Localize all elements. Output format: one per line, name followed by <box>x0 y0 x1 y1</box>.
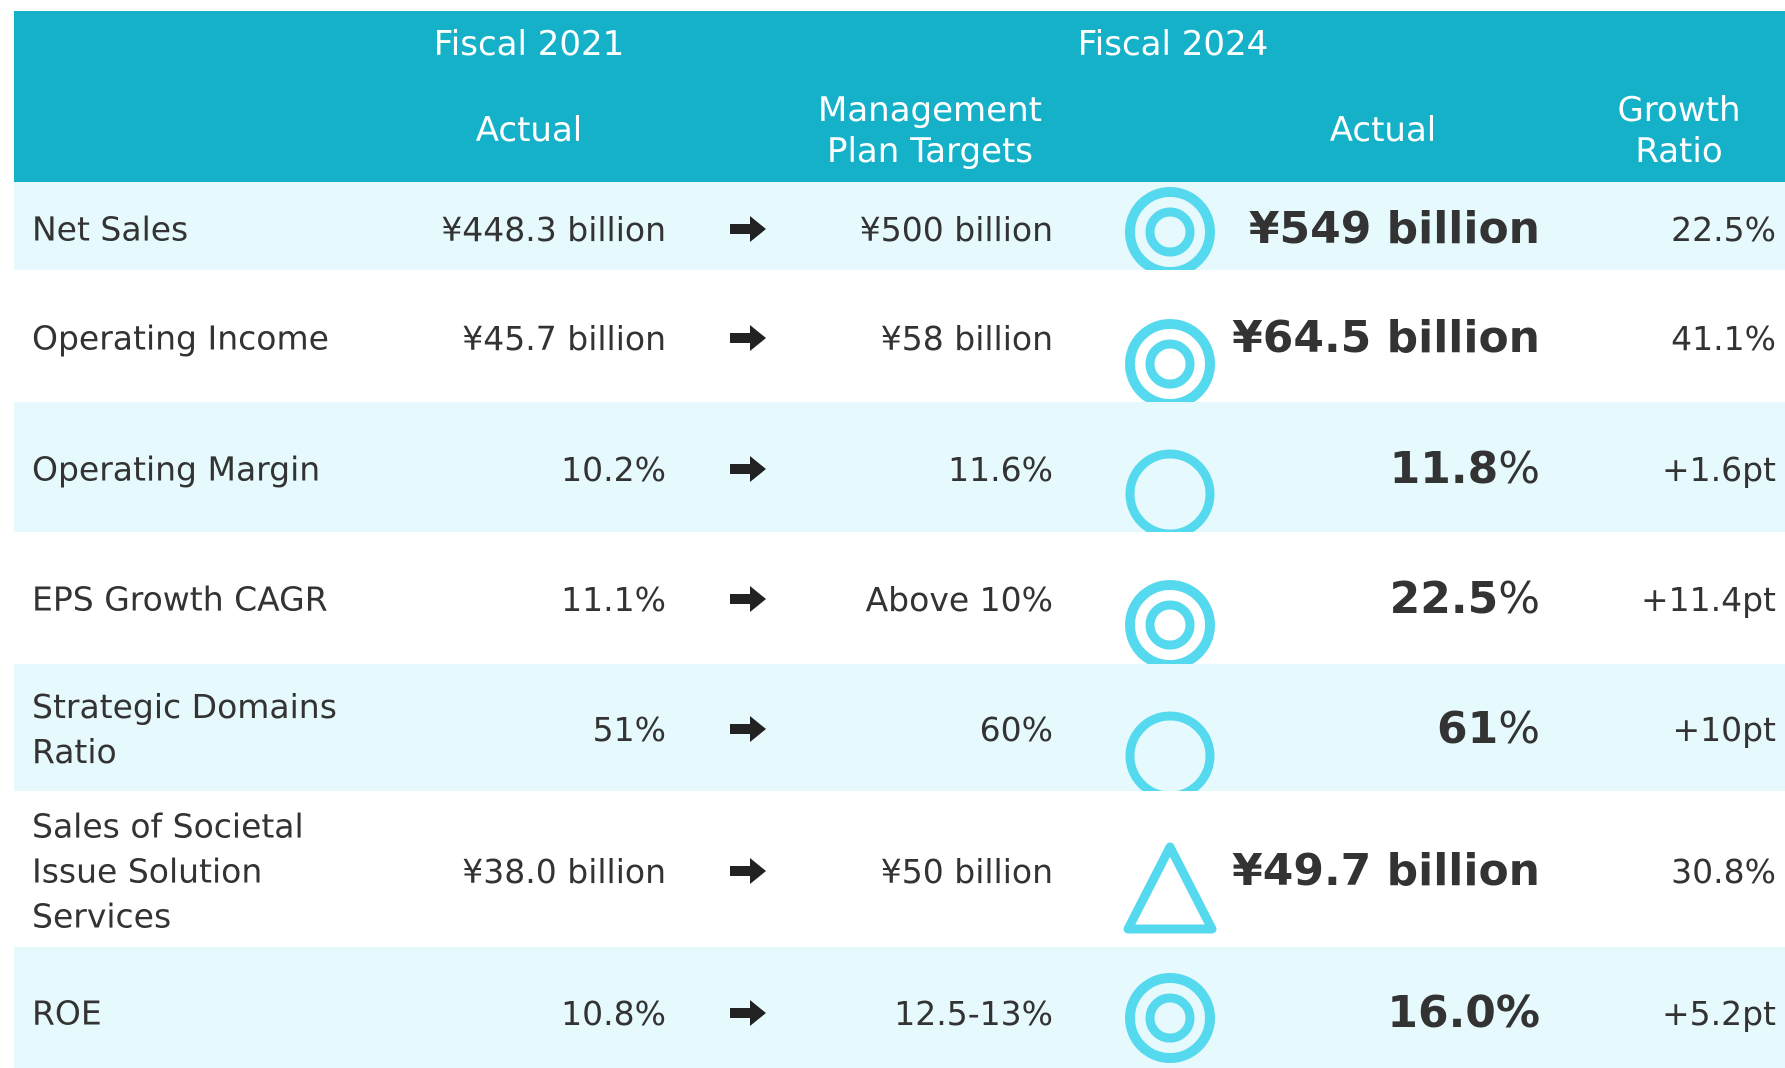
row-band <box>14 791 1785 947</box>
header-cell: Actual <box>475 110 583 150</box>
arrow-icon <box>730 216 766 242</box>
growth-value: +11.4pt <box>1640 580 1776 619</box>
growth-value: +5.2pt <box>1661 994 1776 1033</box>
row-label: Strategic Domains Ratio <box>32 687 337 771</box>
header-cell: Management Plan Targets <box>818 90 1042 171</box>
arrow-icon <box>730 456 766 482</box>
growth-value: +1.6pt <box>1661 450 1776 489</box>
row-label: Operating Income <box>32 318 329 358</box>
target-value: 12.5-13% <box>894 994 1053 1033</box>
arrow-icon <box>730 586 766 612</box>
fy2021-value: ¥448.3 billion <box>441 210 666 249</box>
actual-unit: % <box>1498 573 1540 624</box>
fy2021-value: 10.2% <box>561 450 666 489</box>
arrow-icon <box>730 858 766 884</box>
arrow-icon <box>730 716 766 742</box>
row-label: Operating Margin <box>32 449 321 489</box>
row-band <box>14 402 1785 532</box>
growth-value: 22.5% <box>1671 210 1776 249</box>
row-label: ROE <box>32 993 102 1033</box>
arrow-icon <box>730 325 766 351</box>
target-value: ¥58 billion <box>880 319 1053 358</box>
header-cell: Actual <box>1329 110 1437 150</box>
fy2021-value: 51% <box>592 710 666 749</box>
actual-number: ¥49.7 billion <box>1232 845 1540 896</box>
actual-value: 22.5% <box>1190 573 1540 625</box>
fy2021-value: ¥45.7 billion <box>462 319 666 358</box>
evaluation-symbol <box>1125 580 1215 670</box>
header-band <box>14 11 1785 182</box>
fy2021-value: 10.8% <box>561 994 666 1033</box>
actual-unit: % <box>1498 703 1540 754</box>
evaluation-symbol <box>1125 449 1215 539</box>
actual-number: ¥549 billion <box>1248 203 1540 254</box>
actual-value: 16.0% <box>1190 987 1540 1039</box>
row-band <box>14 947 1785 1068</box>
actual-number: 61 <box>1436 703 1499 754</box>
target-value: Above 10% <box>865 580 1053 619</box>
evaluation-symbol <box>1125 319 1215 409</box>
actual-value: 61% <box>1190 703 1540 755</box>
fy2021-value: 11.1% <box>561 580 666 619</box>
growth-value: +10pt <box>1672 710 1776 749</box>
target-value: 11.6% <box>948 450 1053 489</box>
actual-value: 11.8% <box>1190 443 1540 495</box>
arrow-icon <box>730 1000 766 1026</box>
row-label: Sales of Societal Issue Solution Service… <box>32 806 304 936</box>
growth-value: 41.1% <box>1671 319 1776 358</box>
row-band <box>14 664 1785 791</box>
actual-value: ¥49.7 billion <box>1190 845 1540 897</box>
target-value: ¥500 billion <box>859 210 1053 249</box>
row-band <box>14 270 1785 402</box>
header-cell: Fiscal 2021 <box>433 24 625 64</box>
evaluation-symbol <box>1125 187 1215 277</box>
actual-number: 11.8 <box>1389 443 1499 494</box>
row-band <box>14 532 1785 664</box>
actual-value: ¥64.5 billion <box>1190 312 1540 364</box>
target-value: ¥50 billion <box>880 852 1053 891</box>
row-band <box>14 182 1785 270</box>
actual-number: 22.5 <box>1389 573 1499 624</box>
fy2021-value: ¥38.0 billion <box>462 852 666 891</box>
row-label: Net Sales <box>32 209 189 249</box>
actual-value: ¥549 billion <box>1190 203 1540 255</box>
evaluation-symbol <box>1125 973 1215 1063</box>
actual-number: 16.0% <box>1387 987 1540 1038</box>
header-cell: Growth Ratio <box>1617 90 1741 171</box>
evaluation-symbol <box>1123 842 1217 934</box>
row-label: EPS Growth CAGR <box>32 579 328 619</box>
actual-unit: % <box>1498 443 1540 494</box>
growth-value: 30.8% <box>1671 852 1776 891</box>
target-value: 60% <box>979 710 1053 749</box>
header-cell: Fiscal 2024 <box>1077 24 1269 64</box>
actual-number: ¥64.5 billion <box>1232 312 1540 363</box>
